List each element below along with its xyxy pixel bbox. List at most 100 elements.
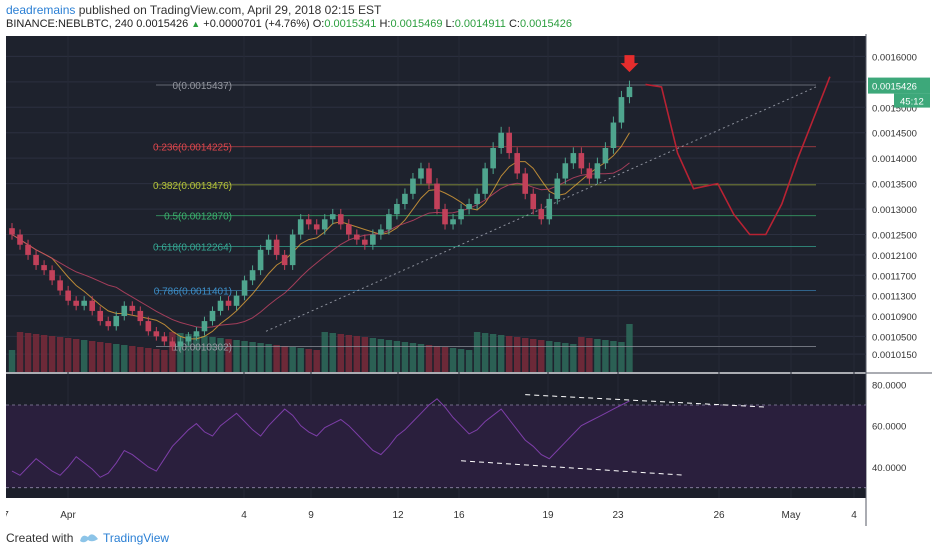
volume-bar: [433, 346, 441, 372]
candle-body: [570, 153, 577, 164]
candle-body: [217, 300, 224, 311]
price-tick-label: 0.0011700: [872, 271, 916, 282]
candle-body: [394, 204, 400, 215]
volume-bar: [505, 336, 513, 372]
candle-body: [410, 178, 416, 194]
price-tick-label: 0.0012100: [872, 251, 917, 262]
low-label: L:: [445, 18, 455, 30]
volume-bar: [497, 335, 505, 372]
candle-body: [321, 219, 328, 230]
time-tick-label: 16: [453, 510, 465, 521]
low-value: 0.0014911: [454, 18, 506, 30]
publish-line: deadremains published on TradingView.com…: [6, 3, 381, 17]
volume-bar: [177, 333, 184, 372]
candle-body: [602, 148, 609, 164]
price-tick-label: 0.0010500: [872, 332, 917, 343]
volume-bar: [425, 345, 433, 372]
volume-bar: [594, 339, 601, 372]
volume-bar: [297, 348, 304, 372]
volume-bar: [88, 341, 96, 372]
candle-body: [41, 265, 47, 271]
volume-bar: [273, 345, 280, 372]
rsi-line: [11, 398, 630, 478]
footer: Created with TradingView: [0, 526, 932, 550]
candle-body: [161, 336, 168, 342]
volume-bar: [265, 344, 272, 372]
chart-area[interactable]: 0.00160000.00155000.00150000.00145000.00…: [3, 34, 932, 526]
time-tick-label: 4: [241, 510, 247, 521]
candle-body: [458, 209, 464, 220]
candle-body: [370, 234, 376, 245]
candle-body: [426, 168, 432, 184]
volume-bar: [441, 347, 449, 372]
volume-bar: [24, 333, 32, 372]
candle-body: [618, 97, 625, 123]
fib-level-label: 0.5(0.0012870): [164, 212, 232, 223]
candle-body: [241, 280, 248, 296]
candle-body: [466, 204, 472, 210]
chart-canvas[interactable]: 0.00160000.00155000.00150000.00145000.00…: [3, 34, 932, 526]
volume-bar: [321, 332, 328, 372]
candle-body: [97, 310, 104, 322]
candle-body: [514, 153, 521, 174]
open-label: O:: [312, 18, 325, 30]
up-arrow-icon: ▲: [191, 19, 201, 29]
time-tick-label: 19: [542, 510, 554, 521]
candle-body: [169, 341, 176, 347]
volume-bar: [393, 341, 401, 372]
candle-body: [177, 341, 184, 347]
price-tick-label: 0.0014000: [872, 154, 917, 165]
time-tick-label: May: [782, 510, 801, 521]
time-tick-label: 4: [851, 510, 857, 521]
candle-body: [17, 234, 23, 245]
candle-body: [610, 122, 617, 148]
candle-body: [145, 321, 152, 332]
volume-bar: [129, 346, 136, 372]
volume-bar: [546, 341, 553, 372]
volume-bar: [16, 332, 24, 372]
tradingview-brand-link[interactable]: TradingView: [103, 531, 170, 545]
symbol-label: BINANCE:NEBLBTC, 240: [6, 18, 134, 30]
candle-body: [81, 300, 87, 306]
volume-bar: [530, 339, 537, 372]
price-change: +0.0000701 (+4.76%): [203, 18, 310, 30]
candle-body: [313, 224, 320, 230]
price-tick-label: 0.0010900: [872, 312, 917, 323]
volume-bar: [161, 350, 168, 372]
price-tick-label: 0.0011300: [872, 292, 916, 303]
volume-bar: [369, 338, 377, 372]
candle-body: [354, 234, 360, 240]
candle-body: [249, 270, 256, 281]
author-link[interactable]: deadremains: [6, 3, 76, 17]
candle-body: [474, 193, 480, 204]
candle-body: [153, 331, 160, 337]
volume-bar: [401, 342, 409, 372]
volume-bar: [289, 347, 296, 372]
candle-body: [530, 193, 537, 210]
volume-bar: [465, 350, 473, 372]
candle-body: [362, 239, 368, 245]
candle-body: [265, 239, 272, 250]
volume-bar: [233, 340, 240, 372]
candle-body: [506, 132, 512, 154]
last-price: 0.0015426: [136, 18, 189, 30]
volume-bar: [193, 335, 200, 372]
candle-body: [329, 214, 336, 220]
high-value: 0.0015469: [390, 18, 443, 30]
volume-bar: [257, 343, 264, 372]
time-tick-label: Apr: [60, 510, 76, 521]
volume-bar: [417, 344, 425, 372]
candle-body: [209, 310, 216, 322]
candle-body: [129, 305, 136, 311]
volume-bar: [249, 342, 256, 372]
candle-body: [185, 336, 192, 342]
candle-body: [9, 228, 15, 235]
volume-bar: [225, 339, 232, 372]
volume-bar: [610, 341, 617, 372]
volume-bar: [562, 343, 569, 372]
projection-path: [645, 76, 831, 236]
price-tick-label: 0.0012500: [872, 231, 917, 242]
volume-bar: [8, 350, 16, 372]
volume-bar: [586, 338, 593, 372]
rsi-divergence-lower: [461, 460, 686, 476]
